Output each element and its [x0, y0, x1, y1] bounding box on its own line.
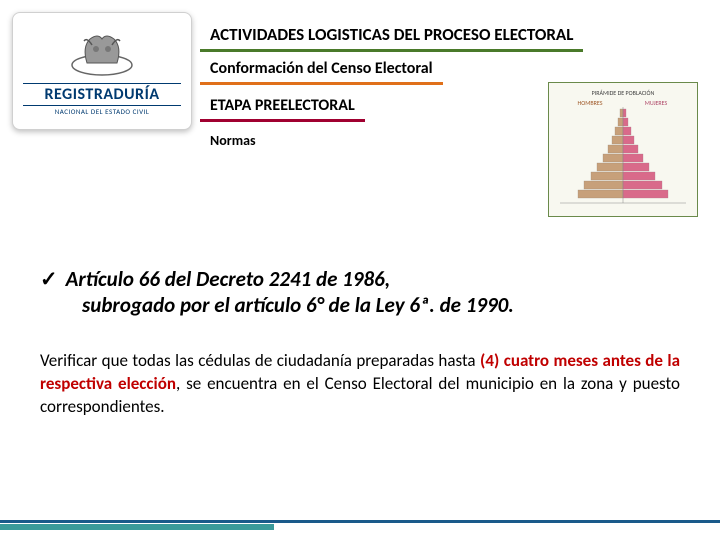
article-reference: ✓ Artículo 66 del Decreto 2241 de 1986, … [40, 266, 680, 318]
header-main: ACTIVIDADES LOGISTICAS DEL PROCESO ELECT… [200, 20, 583, 52]
checkmark-icon: ✓ [40, 266, 58, 292]
chart-left-label: HOMBRES [578, 99, 603, 107]
article-line1: Artículo 66 del Decreto 2241 de 1986, [66, 266, 391, 292]
chart-title: PIRÁMIDE DE POBLACIÓN [592, 89, 655, 97]
body-paragraph: Verificar que todas las cédulas de ciuda… [40, 350, 680, 419]
population-pyramid-chart: PIRÁMIDE DE POBLACIÓN HOMBRES MUJERES [548, 82, 698, 217]
chart-right-label: MUJERES [645, 99, 668, 107]
body-pre: Verificar que todas las cédulas de ciuda… [40, 350, 480, 371]
header-norms: Normas [200, 128, 266, 153]
article-line2: subrogado por el artículo 6° de la Ley 6… [82, 292, 680, 318]
header-subtitle: Conformación del Censo Electoral [200, 55, 443, 85]
footer-decoration [0, 520, 720, 540]
logo-subtitle: NACIONAL DEL ESTADO CIVIL [55, 107, 150, 116]
logo-title: REGISTRADURÍA [23, 83, 181, 106]
coat-of-arms-icon [62, 27, 142, 79]
registraduria-logo: REGISTRADURÍA NACIONAL DEL ESTADO CIVIL [12, 12, 192, 130]
header-stage: ETAPA PREELECTORAL [200, 92, 365, 122]
